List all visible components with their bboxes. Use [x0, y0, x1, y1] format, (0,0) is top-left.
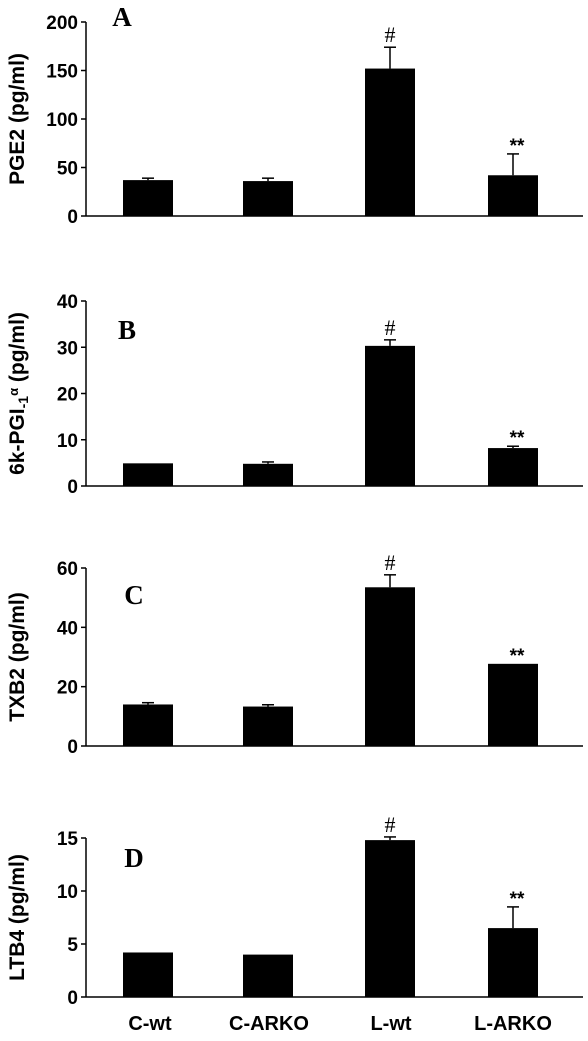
significance-marker-double-star: ** [510, 889, 525, 910]
bar-c-arko [243, 463, 293, 486]
y-tick-label: 0 [67, 737, 78, 758]
significance-marker-double-star: ** [510, 136, 525, 157]
bar-l-arko [488, 928, 538, 997]
bar-c-arko [243, 181, 293, 216]
significance-marker-hash: # [385, 812, 396, 837]
significance-marker-double-star: ** [510, 646, 525, 667]
y-axis-label: LTB4 (pg/ml) [6, 854, 29, 981]
y-tick-label: 50 [57, 159, 78, 180]
y-tick-label: 0 [67, 988, 78, 1009]
x-label-c-arko: C-ARKO [229, 1013, 309, 1035]
y-tick-label: 0 [67, 207, 78, 228]
y-tick-label: 40 [57, 618, 78, 639]
y-tick-label: 0 [67, 477, 78, 498]
y-tick-label: 20 [57, 385, 78, 406]
panel-d: 0 5 10 15 LTB4 (pg/ml) D # ** [6, 812, 583, 1009]
panel-letter: D [124, 843, 144, 873]
significance-marker-hash: # [385, 550, 396, 575]
y-axis-label: PGE2 (pg/ml) [6, 53, 29, 185]
bar-c-wt [123, 952, 173, 997]
y-tick-label: 30 [57, 338, 78, 359]
x-label-c-wt: C-wt [128, 1013, 172, 1035]
bar-c-arko [243, 954, 293, 997]
x-label-l-wt: L-wt [370, 1013, 411, 1035]
y-tick-label: 60 [57, 559, 78, 580]
y-axis-label: TXB2 (pg/ml) [6, 592, 29, 722]
y-tick-label: 10 [57, 431, 78, 452]
y-tick-label: 15 [57, 829, 79, 850]
x-label-l-arko: L-ARKO [474, 1013, 552, 1035]
panel-c: 0 20 40 60 TXB2 (pg/ml) C # ** [6, 550, 583, 758]
y-tick-label: 40 [57, 292, 78, 313]
y-tick-label: 100 [46, 110, 78, 131]
significance-marker-hash: # [385, 315, 396, 340]
panel-letter: B [118, 315, 136, 345]
y-tick-label: 150 [46, 62, 78, 83]
panel-letter: A [112, 2, 132, 32]
y-tick-label: 20 [57, 678, 78, 699]
panel-letter: C [124, 580, 144, 610]
y-tick-label: 5 [67, 935, 78, 956]
bar-l-wt [365, 840, 415, 997]
y-axis-label: 6k-PGI-1α (pg/ml) [6, 312, 31, 475]
bar-l-wt [365, 68, 415, 216]
bar-c-arko [243, 706, 293, 746]
y-tick-label: 200 [46, 13, 78, 34]
bar-c-wt [123, 180, 173, 216]
bar-l-arko [488, 663, 538, 746]
bar-l-arko [488, 175, 538, 216]
significance-marker-double-star: ** [510, 428, 525, 449]
bar-l-wt [365, 345, 415, 486]
panel-b: 0 10 20 30 40 6k-PGI-1α (pg/ml) B # ** [6, 292, 583, 498]
significance-marker-hash: # [385, 22, 396, 47]
y-tick-label: 10 [57, 882, 78, 903]
bar-l-arko [488, 448, 538, 486]
bar-c-wt [123, 704, 173, 746]
panel-a: 0 50 100 150 200 PGE2 (pg/ml) A # ** [6, 2, 583, 228]
x-category-labels: C-wt C-ARKO L-wt L-ARKO [128, 1013, 552, 1035]
bar-c-wt [123, 463, 173, 486]
bar-l-wt [365, 587, 415, 746]
